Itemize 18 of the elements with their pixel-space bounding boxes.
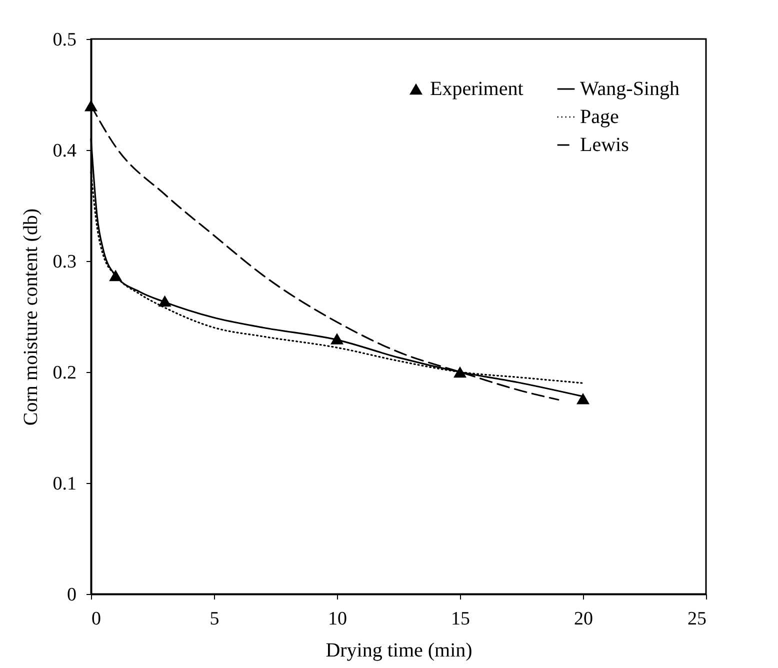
- y-tick-label: 0.2: [52, 362, 76, 384]
- x-tick-label: 25: [688, 608, 706, 630]
- x-tick-label: 20: [574, 608, 593, 630]
- x-axis-title: Drying time (min): [326, 640, 472, 662]
- legend-label: Wang-Singh: [580, 78, 680, 100]
- x-tick-label: 10: [328, 608, 347, 630]
- y-axis-title: Corn moisture content (db): [20, 208, 42, 426]
- y-tick-label: 0: [67, 584, 76, 606]
- y-tick-label: 0.3: [52, 252, 76, 272]
- y-tick-label: 0.5: [52, 30, 76, 50]
- legend-label: Experiment: [430, 78, 524, 100]
- legend-label: Lewis: [580, 134, 630, 156]
- y-tick-label: 0.4: [52, 140, 77, 162]
- x-tick-label: 15: [451, 608, 470, 630]
- y-tick-label: 0.1: [52, 474, 76, 494]
- x-tick-label: 0: [92, 608, 101, 630]
- legend-label: Page: [580, 106, 619, 128]
- x-tick-label: 5: [210, 608, 220, 630]
